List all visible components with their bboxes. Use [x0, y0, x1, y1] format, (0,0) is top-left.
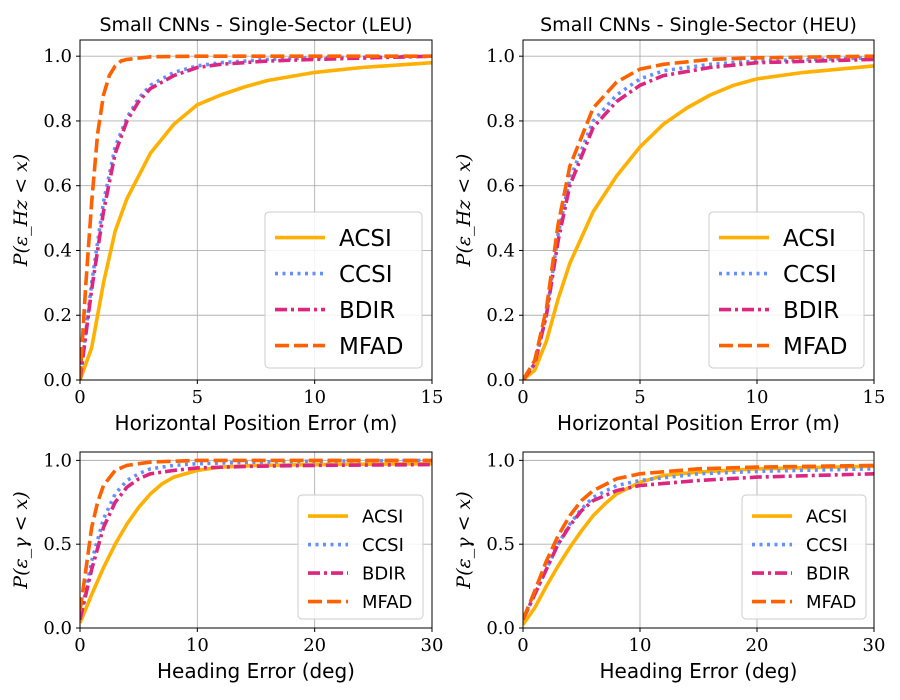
series-line-mfad: [523, 463, 874, 621]
x-tick-label: 10: [303, 387, 326, 408]
legend-label-ccsi: CCSI: [783, 262, 837, 288]
x-tick-label: 15: [863, 387, 886, 408]
y-tick-label: 0.6: [486, 176, 515, 197]
axes-frame: [522, 451, 875, 629]
axes-frame: [79, 39, 433, 381]
legend-label-bdir: BDIR: [362, 564, 406, 585]
legend-label-mfad: MFAD: [783, 334, 847, 360]
legend-label-acsi: ACSI: [362, 507, 403, 528]
legend-box: [297, 494, 424, 620]
series-line-bdir: [523, 57, 874, 380]
legend-box: [741, 494, 867, 620]
y-tick-label: 0.2: [43, 305, 72, 326]
legend-label-mfad: MFAD: [806, 592, 856, 613]
legend: ACSI CCSI BDIR MFAD: [264, 211, 423, 369]
y-tick-label: 0.4: [43, 240, 72, 261]
series-line-mfad: [80, 54, 432, 380]
legend: ACSI CCSI BDIR MFAD: [708, 211, 865, 369]
series-line-acsi: [523, 464, 874, 626]
y-tick-label: 0.0: [486, 370, 515, 391]
subplot-2: 0 5 10 15 0.0 0.2 0.4 0.6 0.8 1.0 Small CNNs - Sin…: [453, 14, 885, 435]
y-tick-label: 0.0: [486, 618, 515, 639]
series-line-bdir: [80, 54, 432, 380]
legend-box: [708, 211, 865, 369]
x-tick-label: 10: [746, 387, 769, 408]
legend: ACSI CCSI BDIR MFAD: [297, 494, 424, 620]
legend-label-ccsi: CCSI: [339, 262, 393, 288]
y-axis-label: P(ε_γ < x): [453, 491, 475, 589]
y-tick-label: 0.0: [43, 370, 72, 391]
legend-label-acsi: ACSI: [806, 507, 847, 528]
series-line-bdir: [523, 472, 874, 621]
x-tick-label: 0: [74, 635, 85, 656]
legend: ACSI CCSI BDIR MFAD: [741, 494, 867, 620]
series-line-mfad: [80, 458, 432, 612]
x-tick-label: 0: [517, 387, 528, 408]
y-tick-label: 1.0: [486, 46, 515, 67]
y-tick-label: 0.8: [43, 111, 72, 132]
y-axis-label: P(ε_Hz < x): [453, 154, 475, 268]
legend-label-bdir: BDIR: [339, 298, 395, 324]
x-tick-label: 0: [517, 635, 528, 656]
chart-title: Small CNNs - Single-Sector (LEU): [99, 14, 412, 36]
x-tick-label: 0: [74, 387, 85, 408]
y-tick-label: 0.8: [486, 111, 515, 132]
chart-title: Small CNNs - Single-Sector (HEU): [540, 14, 857, 36]
y-axis-label: P(ε_γ < x): [10, 491, 32, 589]
x-axis-label: Horizontal Position Error (m): [115, 411, 398, 435]
series-line-bdir: [80, 462, 432, 621]
series-line-ccsi: [80, 54, 432, 380]
legend-label-mfad: MFAD: [339, 334, 403, 360]
legend-label-mfad: MFAD: [362, 592, 412, 613]
y-tick-label: 0.4: [486, 240, 515, 261]
legend-label-ccsi: CCSI: [806, 535, 848, 556]
series-line-acsi: [80, 60, 432, 380]
x-axis-label: Heading Error (deg): [157, 659, 355, 683]
y-tick-label: 0.0: [43, 618, 72, 639]
x-tick-label: 20: [303, 635, 326, 656]
x-tick-label: 10: [629, 635, 652, 656]
y-tick-label: 0.2: [486, 305, 515, 326]
y-tick-label: 0.5: [43, 534, 72, 555]
axes-frame: [522, 39, 875, 381]
x-tick-label: 15: [421, 387, 444, 408]
y-tick-label: 1.0: [43, 46, 72, 67]
subplot-3: 0 10 20 30 0.0 0.5 1.0 Heading Error (deg) P(ε_γ…: [10, 450, 443, 683]
legend-box: [264, 211, 423, 369]
x-tick-label: 10: [186, 635, 209, 656]
x-axis-label: Heading Error (deg): [600, 659, 798, 683]
x-tick-label: 30: [421, 635, 444, 656]
subplot-4: 0 10 20 30 0.0 0.5 1.0 Heading Error (deg) P(ε_γ…: [453, 450, 885, 683]
x-tick-label: 5: [192, 387, 203, 408]
y-axis-label: P(ε_Hz < x): [10, 154, 32, 268]
subplot-1: 0 5 10 15 0.0 0.2 0.4 0.6 0.8 1.0 Small CNNs - Sin…: [10, 14, 443, 435]
x-axis-label: Horizontal Position Error (m): [557, 411, 840, 435]
y-tick-label: 0.5: [486, 534, 515, 555]
y-tick-label: 0.6: [43, 176, 72, 197]
x-tick-label: 20: [746, 635, 769, 656]
x-tick-label: 5: [634, 387, 645, 408]
series-line-acsi: [523, 64, 874, 380]
legend-label-bdir: BDIR: [806, 564, 850, 585]
legend-label-acsi: ACSI: [339, 226, 392, 252]
legend-label-ccsi: CCSI: [362, 535, 404, 556]
y-tick-label: 1.0: [43, 450, 72, 471]
series-line-mfad: [523, 54, 874, 380]
legend-label-bdir: BDIR: [783, 298, 839, 324]
axes-frame: [79, 451, 433, 629]
legend-label-acsi: ACSI: [783, 226, 836, 252]
y-tick-label: 1.0: [486, 450, 515, 471]
x-tick-label: 30: [863, 635, 886, 656]
